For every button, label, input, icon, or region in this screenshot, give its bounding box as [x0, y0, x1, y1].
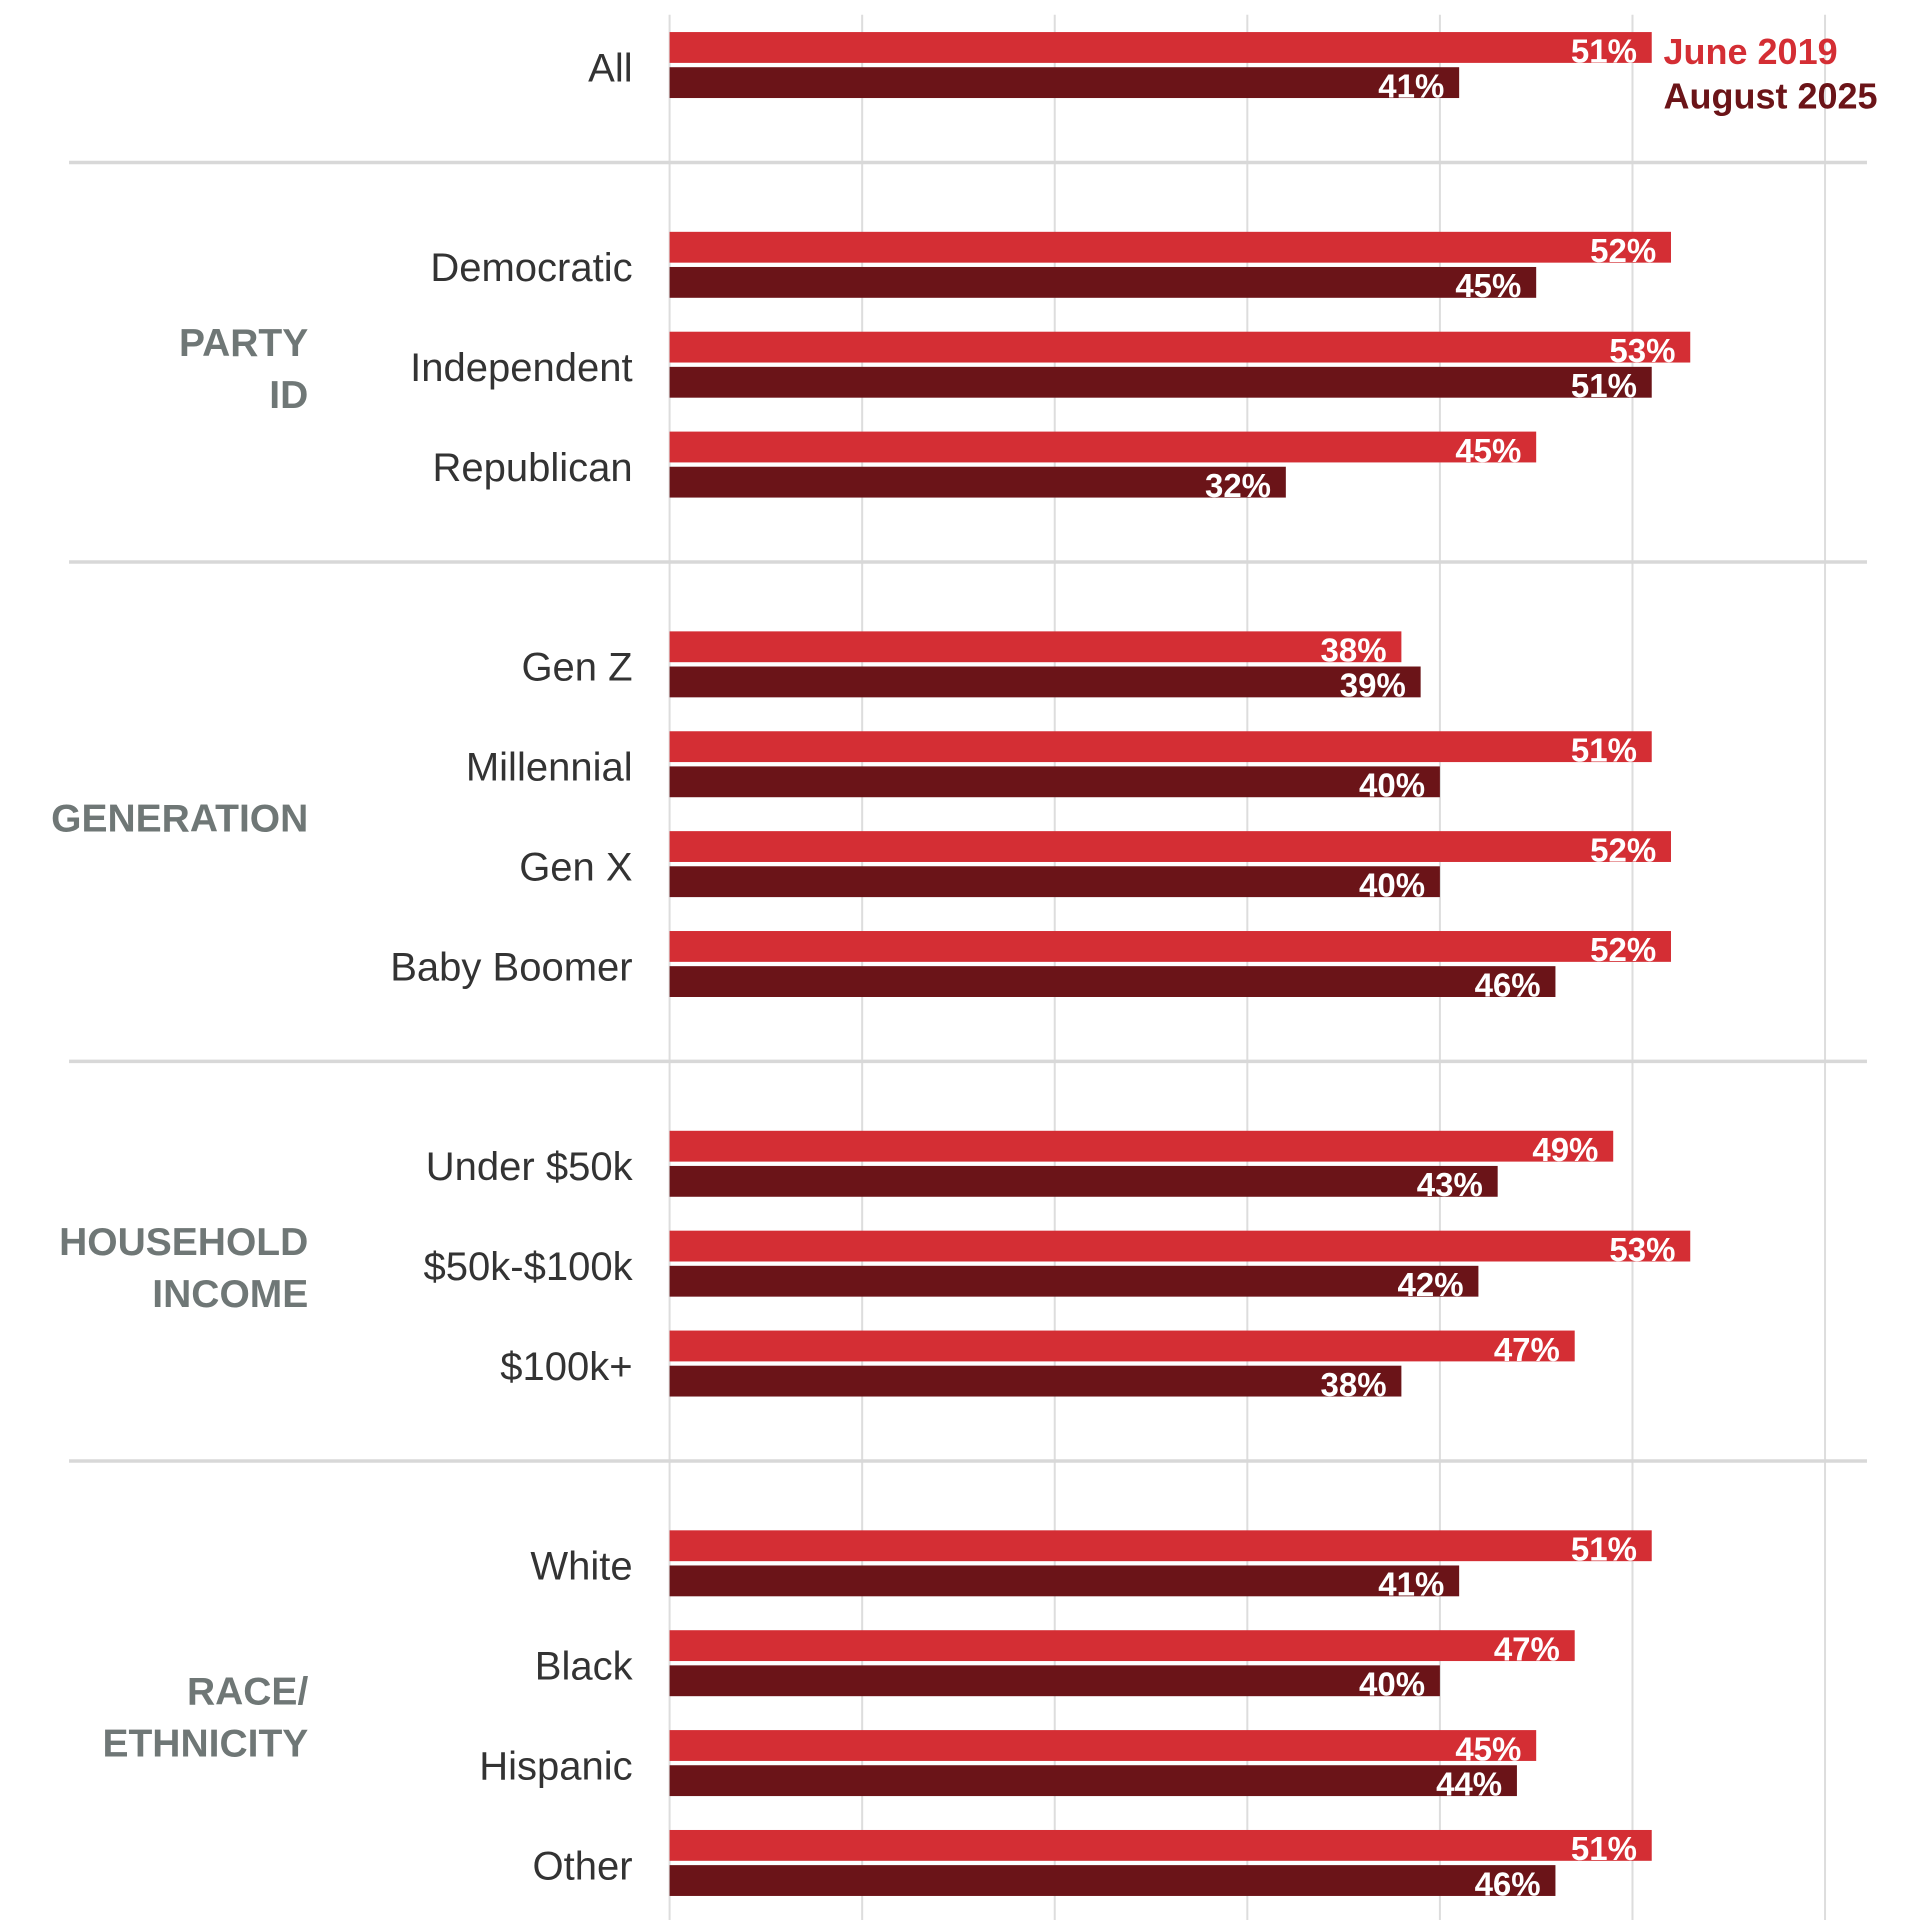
category-label: Under $50k [426, 1145, 634, 1189]
group-label: ID [269, 374, 308, 417]
bar [669, 32, 1652, 63]
data-label: 46% [1475, 966, 1541, 1003]
data-label: 32% [1205, 467, 1271, 504]
legend-entry: August 2025 [1664, 76, 1878, 117]
data-label: 51% [1571, 367, 1637, 404]
bar [669, 1330, 1575, 1362]
data-label: 47% [1494, 1630, 1560, 1667]
bar [669, 366, 1652, 398]
bar [669, 1130, 1614, 1162]
group-label: RACE/ [187, 1671, 309, 1714]
bar [669, 966, 1556, 997]
bar [669, 1565, 1460, 1597]
bar [669, 1630, 1575, 1662]
group-label: ETHNICITY [102, 1722, 308, 1765]
bar [669, 866, 1440, 898]
data-label: 45% [1455, 432, 1521, 469]
data-label: 45% [1455, 267, 1521, 304]
group-label: INCOME [152, 1273, 308, 1316]
category-label: White [530, 1545, 632, 1589]
category-label: Gen X [519, 845, 632, 889]
category-label: Democratic [430, 246, 632, 290]
category-label: $50k-$100k [424, 1245, 634, 1289]
category-label: Republican [432, 446, 632, 490]
group-label: HOUSEHOLD [59, 1221, 308, 1264]
data-label: 47% [1494, 1331, 1560, 1368]
data-label: 45% [1455, 1730, 1521, 1767]
bar [669, 666, 1421, 698]
group-label: PARTY [179, 322, 308, 365]
data-label: 52% [1590, 232, 1656, 269]
data-label: 44% [1436, 1765, 1502, 1802]
data-label: 51% [1571, 1830, 1637, 1867]
data-label: 40% [1359, 866, 1425, 903]
group-label: GENERATION [51, 797, 308, 840]
data-label: 41% [1378, 67, 1444, 104]
data-label: 52% [1590, 931, 1656, 968]
data-label: 51% [1571, 731, 1637, 768]
bar [669, 1765, 1517, 1797]
category-label: All [588, 46, 632, 90]
bar [669, 766, 1440, 798]
bar [669, 231, 1671, 263]
data-label: 38% [1321, 632, 1387, 669]
bar [669, 1530, 1652, 1562]
category-label: Gen Z [521, 646, 632, 690]
bar [669, 1730, 1537, 1761]
data-label: 40% [1359, 767, 1425, 804]
bar [669, 331, 1691, 363]
bar [669, 67, 1460, 99]
data-label: 43% [1417, 1166, 1483, 1203]
category-label: Other [533, 1844, 633, 1888]
bar [669, 1265, 1479, 1297]
bar [669, 1865, 1556, 1896]
bar [669, 1665, 1440, 1697]
data-label: 38% [1321, 1366, 1387, 1403]
data-label: 41% [1378, 1566, 1444, 1603]
data-label: 51% [1571, 32, 1637, 69]
data-label: 42% [1398, 1266, 1464, 1303]
bar [669, 931, 1671, 962]
category-label: Hispanic [479, 1744, 632, 1788]
category-label: Independent [410, 346, 632, 390]
category-label: Millennial [466, 746, 633, 790]
data-label: 52% [1590, 831, 1656, 868]
category-label: $100k+ [500, 1345, 632, 1389]
bar [669, 466, 1286, 498]
bar [669, 266, 1537, 298]
data-label: 51% [1571, 1531, 1637, 1568]
data-label: 46% [1475, 1865, 1541, 1902]
data-label: 53% [1609, 1231, 1675, 1268]
data-label: 53% [1609, 332, 1675, 369]
category-label: Black [535, 1645, 634, 1689]
category-label: Baby Boomer [390, 945, 632, 989]
data-label: 39% [1340, 667, 1406, 704]
bar [669, 731, 1652, 763]
data-label: 49% [1532, 1131, 1598, 1168]
bar [669, 431, 1537, 463]
bar [669, 1365, 1402, 1397]
bar [669, 1230, 1691, 1262]
data-label: 40% [1359, 1666, 1425, 1703]
bar [669, 1165, 1498, 1197]
bar [669, 1829, 1652, 1861]
legend-entry: June 2019 [1664, 31, 1838, 72]
bar [669, 631, 1402, 663]
bar [669, 831, 1671, 862]
